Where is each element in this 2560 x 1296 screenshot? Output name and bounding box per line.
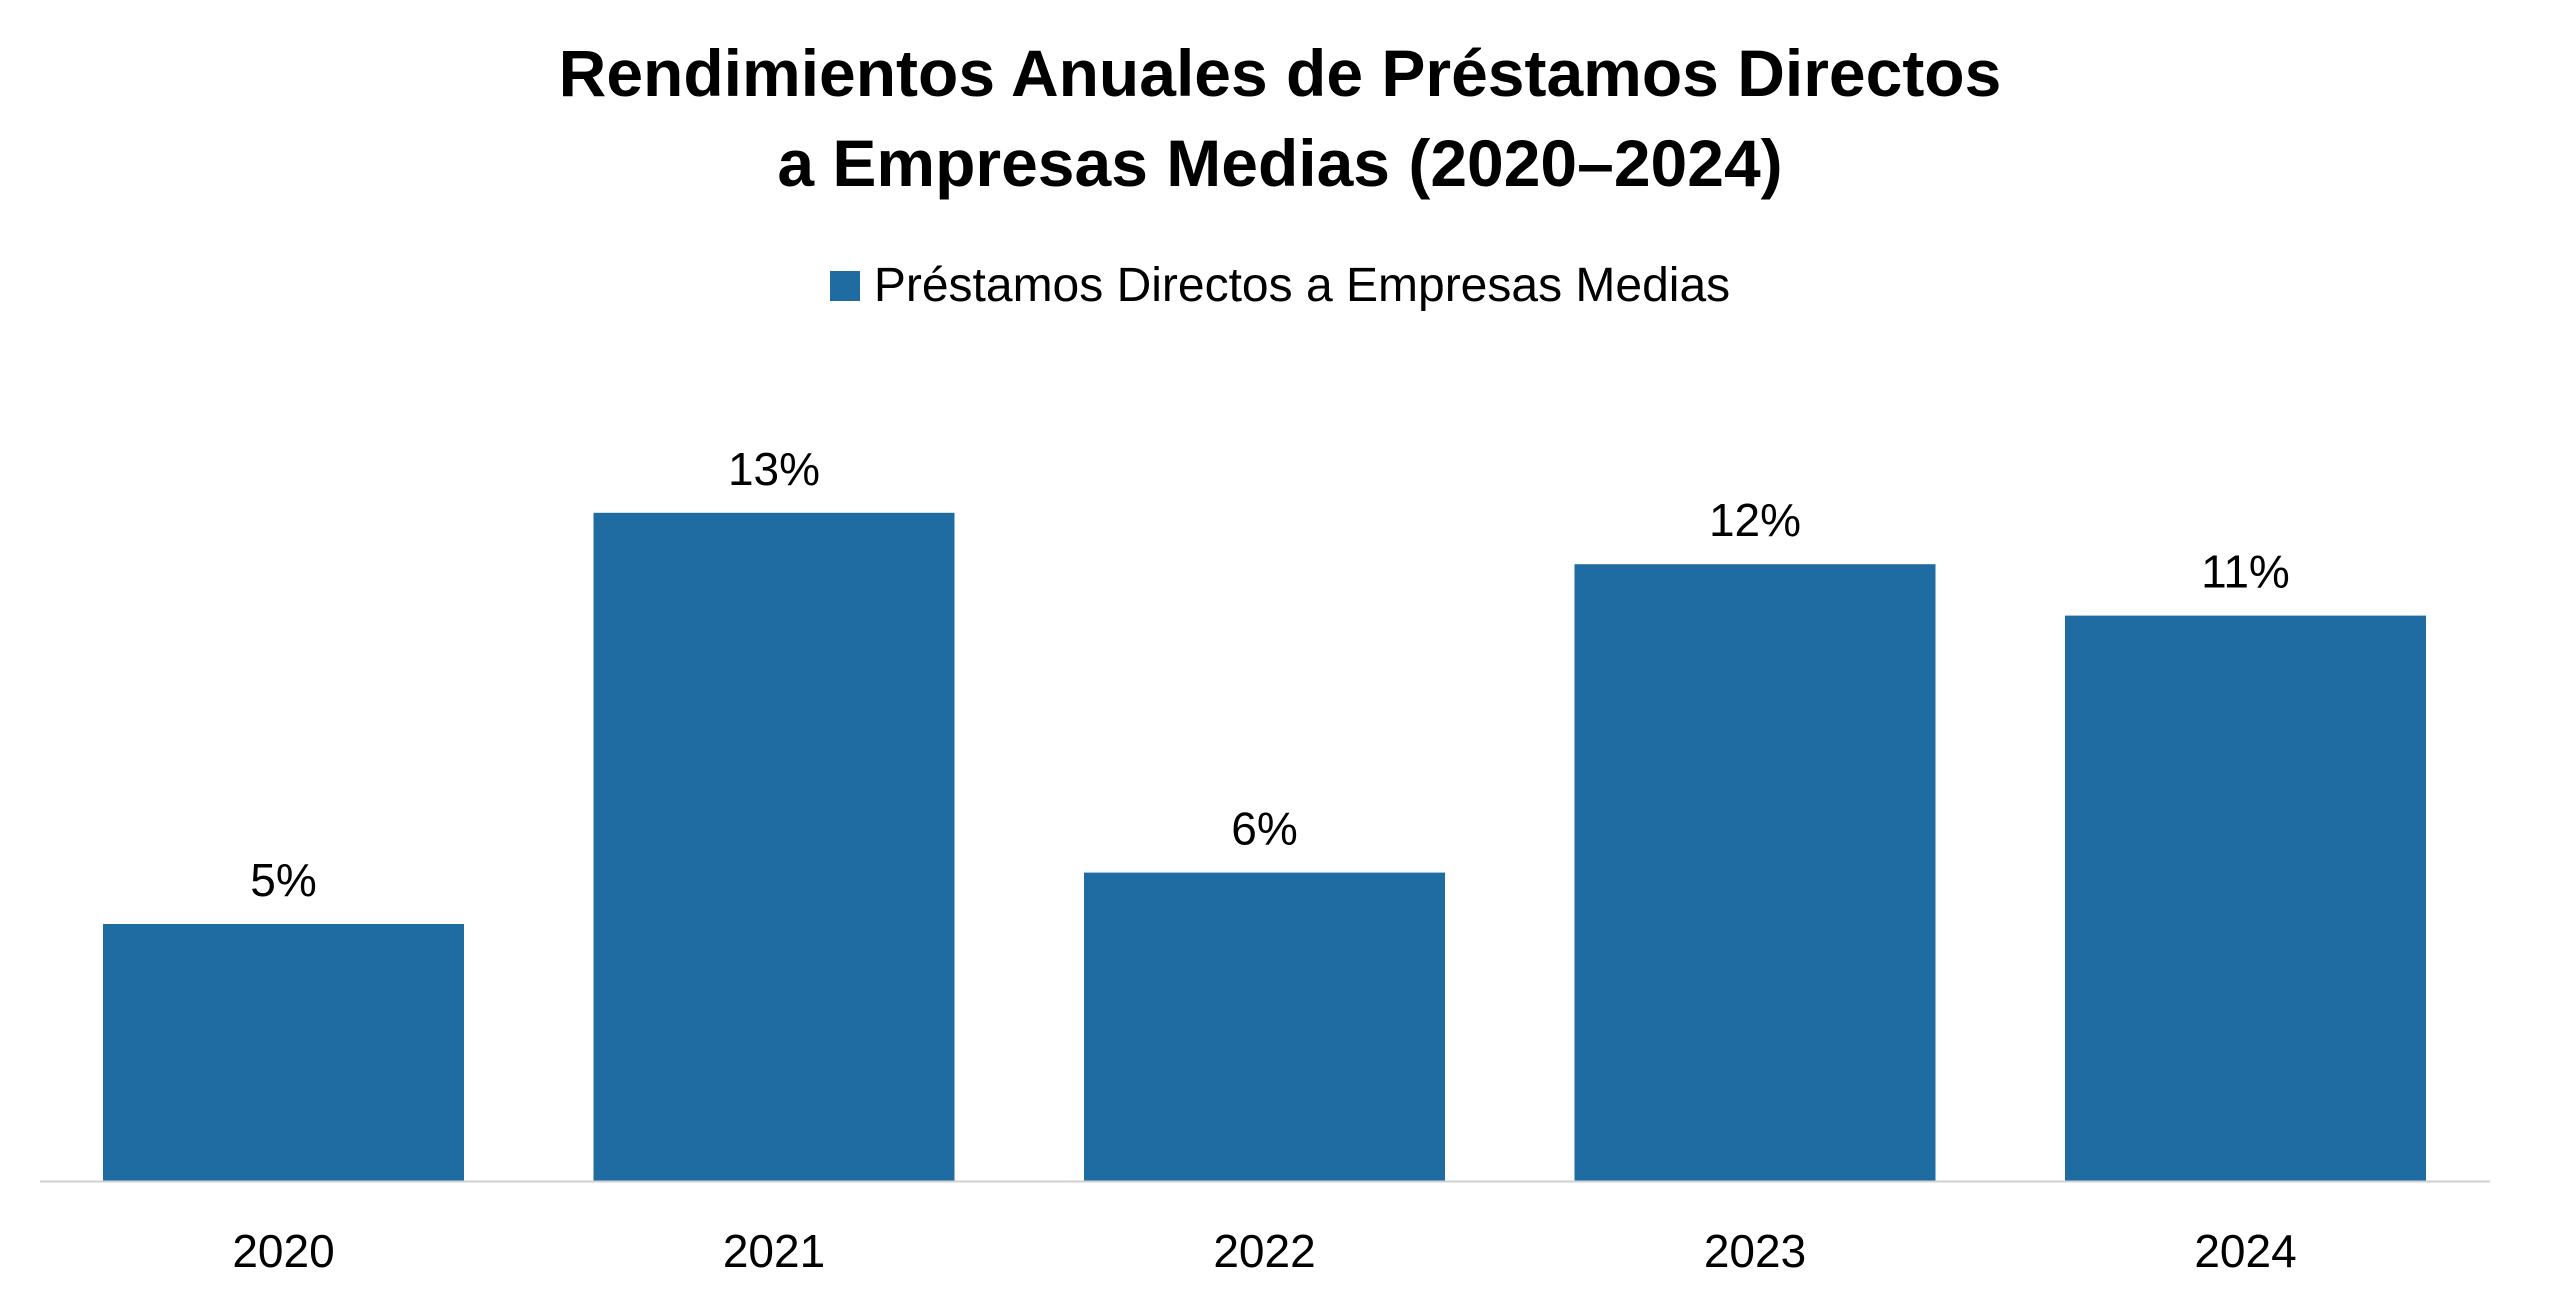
- x-tick-label-2024: 2024: [2194, 1225, 2296, 1277]
- bar-2022: [1084, 872, 1445, 1181]
- data-label-2021: 13%: [728, 443, 820, 495]
- legend: Préstamos Directos a Empresas Medias: [0, 258, 2560, 313]
- x-tick-label-2021: 2021: [723, 1225, 825, 1277]
- x-tick-label-2020: 2020: [232, 1225, 334, 1277]
- data-label-2023: 12%: [1709, 494, 1801, 546]
- legend-label: Préstamos Directos a Empresas Medias: [873, 259, 1731, 312]
- chart-title-line-2: a Empresas Medias (2020–2024): [777, 126, 1783, 200]
- chart-title-line-1: Rendimientos Anuales de Préstamos Direct…: [558, 36, 2002, 110]
- bar-2024: [2065, 615, 2426, 1181]
- chart-title: Rendimientos Anuales de Préstamos Direct…: [0, 28, 2560, 208]
- x-tick-label-2022: 2022: [1213, 1225, 1315, 1277]
- data-label-2024: 11%: [2201, 546, 2290, 598]
- bar-2021: [593, 512, 955, 1181]
- legend-swatch: [829, 270, 860, 301]
- bar-2020: [103, 924, 464, 1181]
- data-label-2020: 5%: [250, 854, 316, 906]
- bar-2023: [1574, 564, 1936, 1181]
- data-label-2022: 6%: [1231, 803, 1297, 855]
- x-tick-label-2023: 2023: [1704, 1225, 1806, 1277]
